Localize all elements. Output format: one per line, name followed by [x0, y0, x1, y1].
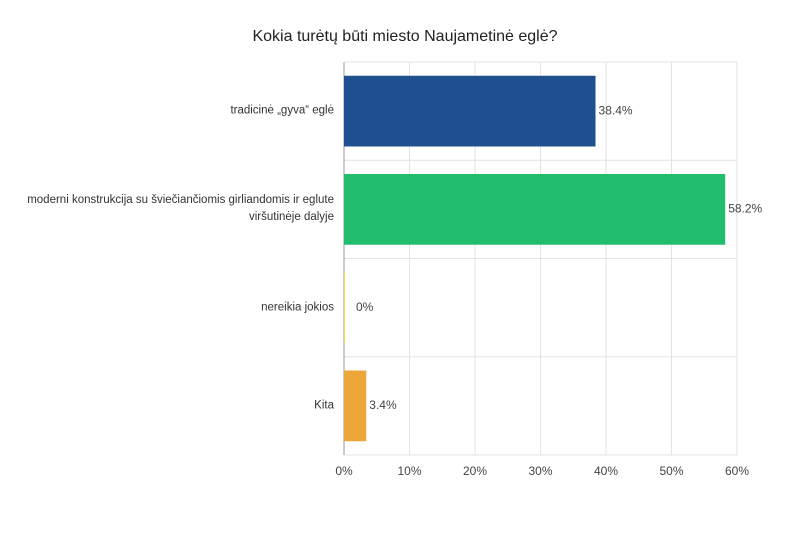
x-tick-label: 20%	[463, 464, 487, 478]
category-label: tradicinė „gyva“ eglė	[230, 104, 334, 117]
category-label: moderni konstrukcija su šviečiančiomis g…	[27, 194, 334, 224]
category-label: nereikia jokios	[261, 301, 334, 314]
value-label: 58.2%	[728, 202, 762, 216]
value-label: 3.4%	[369, 398, 397, 412]
x-tick-label: 60%	[725, 464, 749, 478]
value-label: 38.4%	[599, 103, 633, 117]
bar	[344, 370, 367, 442]
category-label: Kita	[314, 399, 334, 412]
x-tick-label: 30%	[528, 464, 552, 478]
x-tick-label: 0%	[335, 464, 353, 478]
value-label: 0%	[356, 300, 374, 314]
chart-title: Kokia turėtų būti miesto Naujametinė egl…	[252, 28, 557, 45]
x-tick-label: 40%	[594, 464, 618, 478]
x-tick-label: 50%	[659, 464, 683, 478]
x-tick-label: 10%	[397, 464, 421, 478]
bar	[344, 174, 726, 245]
bar	[344, 272, 345, 343]
bar	[344, 75, 596, 147]
